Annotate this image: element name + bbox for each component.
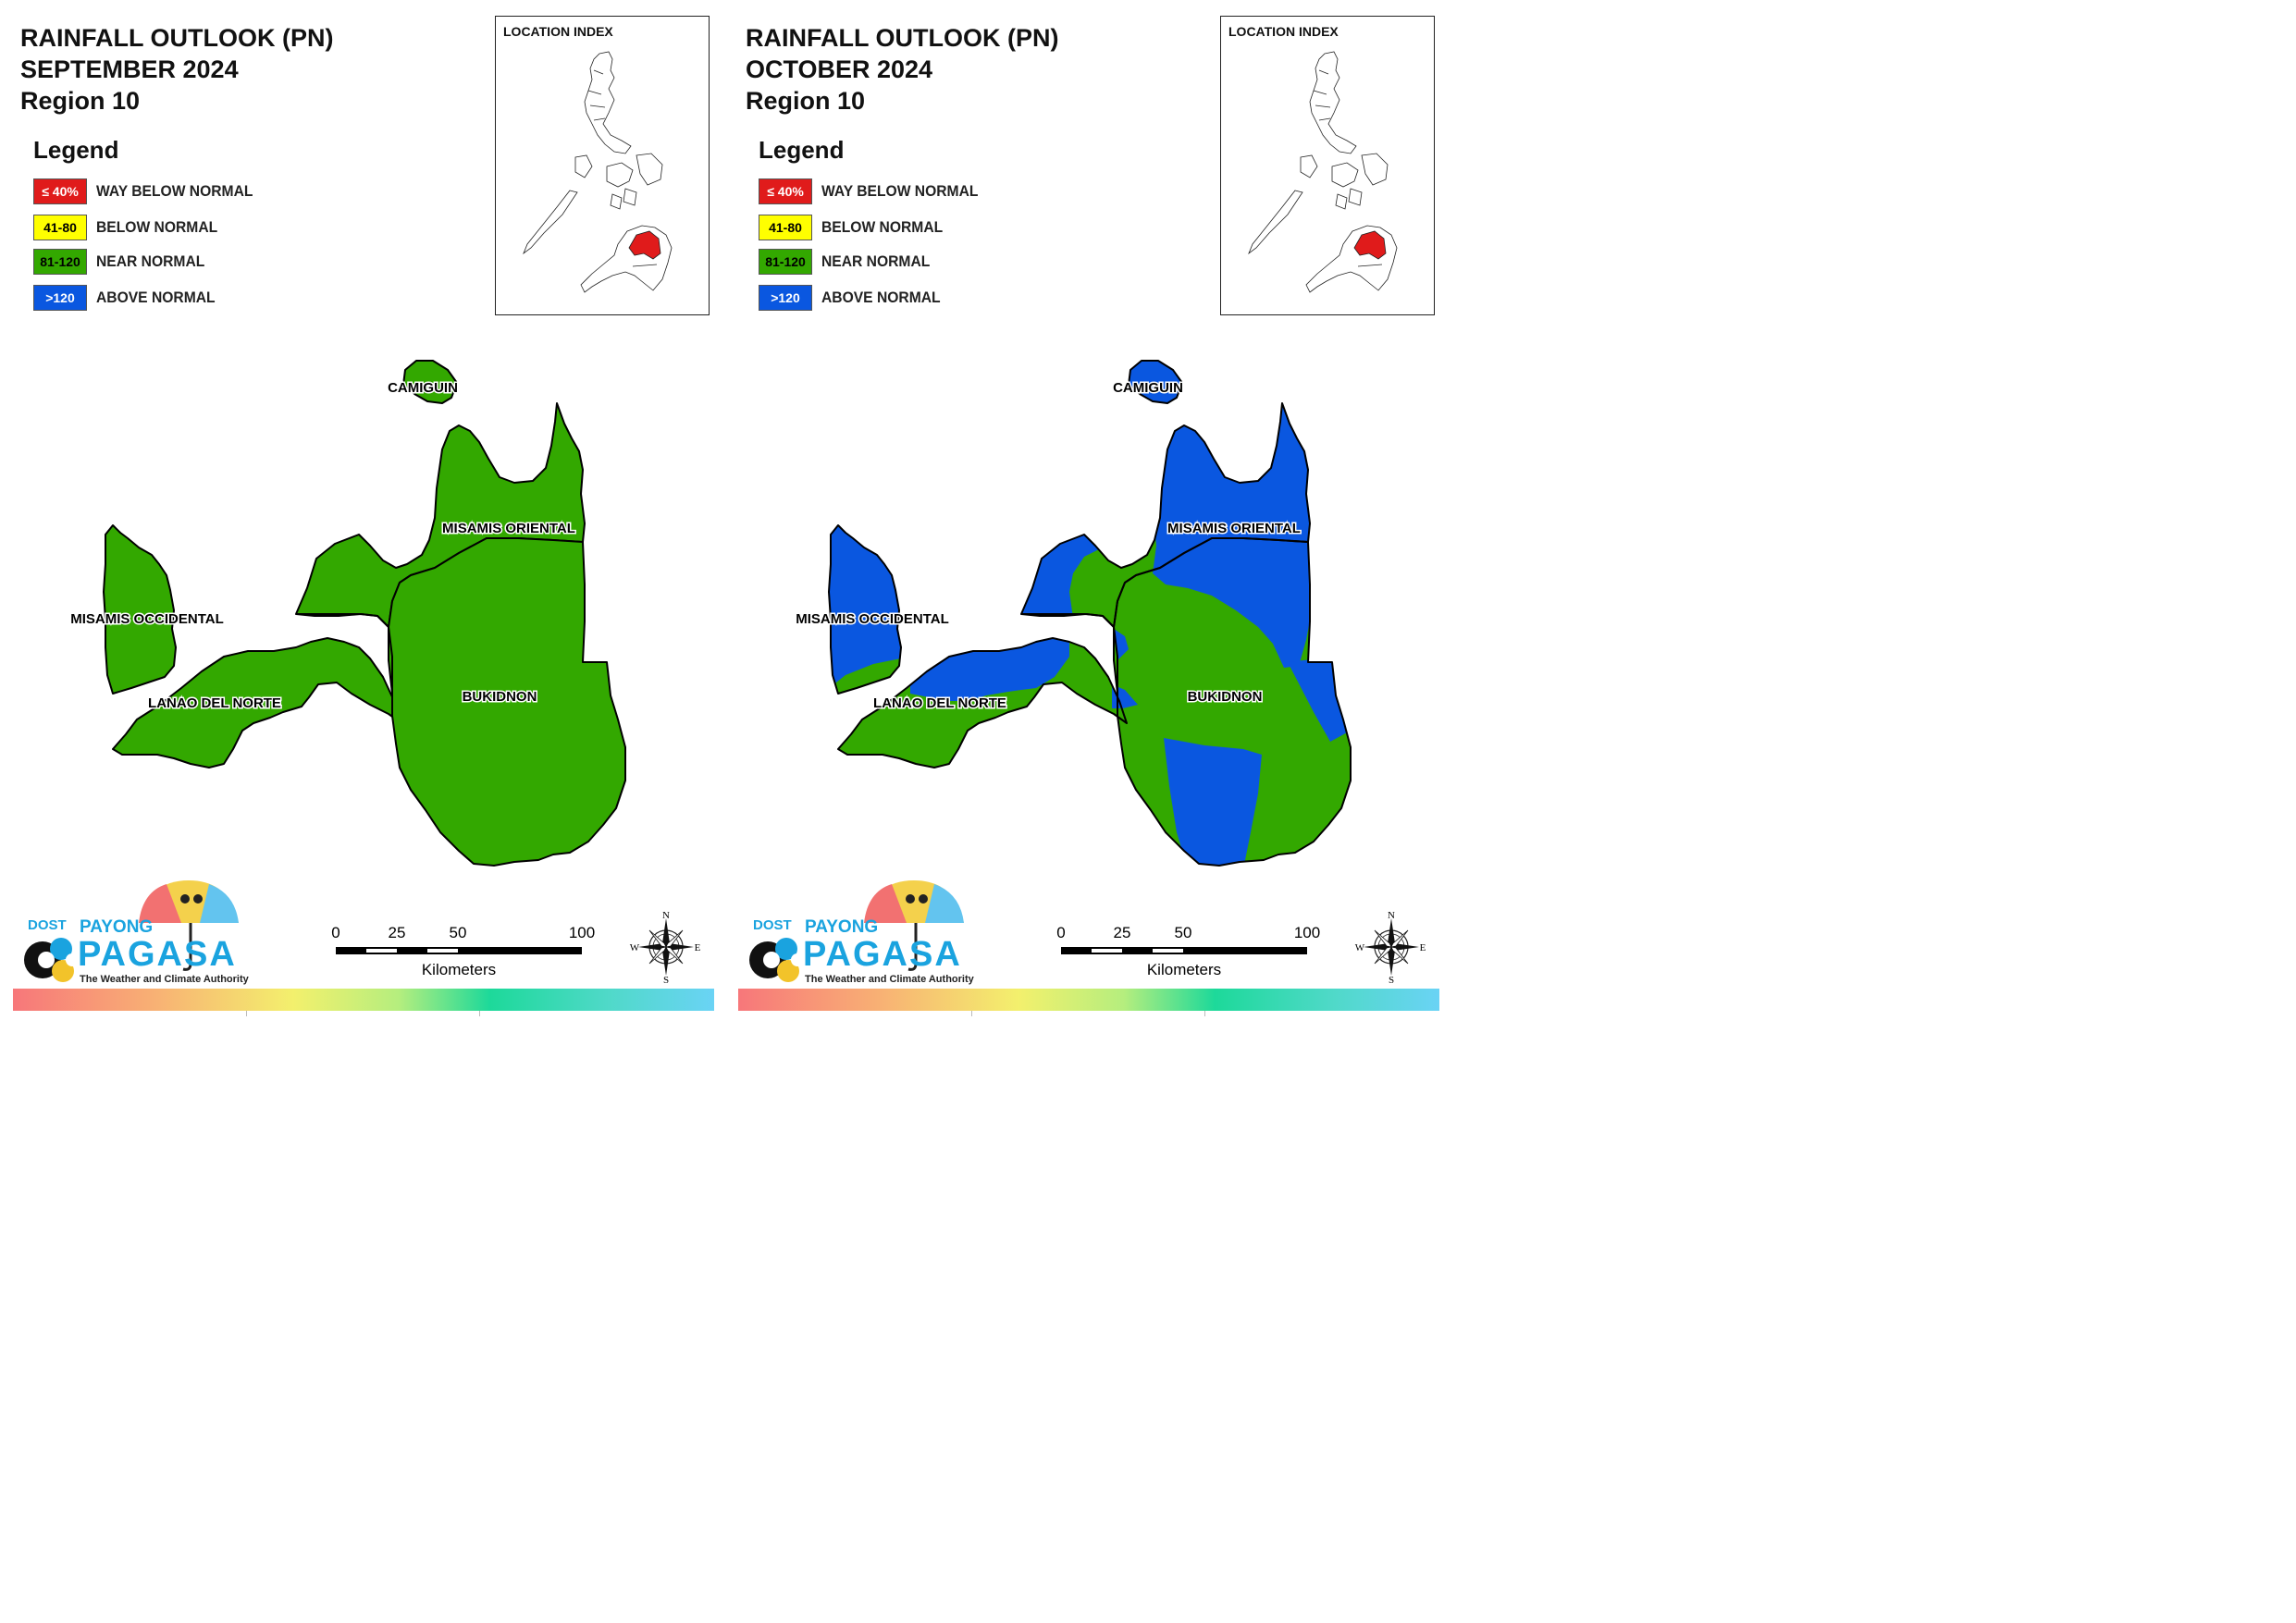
legend-label: WAY BELOW NORMAL <box>96 182 253 200</box>
legend-title: Legend <box>33 136 119 164</box>
legend-swatch: >120 <box>33 285 87 311</box>
camiguin-province <box>402 360 458 404</box>
logo-dost: DOST <box>28 917 67 933</box>
province-label-camiguin: CAMIGUIN <box>388 380 458 396</box>
payong-pagasa-logo: DOST PAYONG PAGASA The Weather and Clima… <box>24 880 250 985</box>
lanao-del-norte-province <box>837 637 1128 768</box>
scale-tick-50: 50 <box>1175 924 1192 941</box>
compass-n: N <box>1388 910 1395 921</box>
bukidnon-province <box>388 537 626 867</box>
scale-tick-25: 25 <box>1114 924 1131 941</box>
above-normal-area-misamis-oriental-west <box>1018 531 1099 631</box>
scale-tick-100: 100 <box>1294 924 1320 941</box>
map-title: RAINFALL OUTLOOK (PN) OCTOBER 2024 Regio… <box>746 24 1059 115</box>
location-index-title: LOCATION INDEX <box>503 24 613 39</box>
scale-tick-100: 100 <box>569 924 595 941</box>
above-normal-area-misamis-oriental-east <box>1151 403 1317 668</box>
province-label-misamis-oriental: MISAMIS ORIENTAL <box>442 521 575 536</box>
location-index-title: LOCATION INDEX <box>1228 24 1339 39</box>
compass-rose-icon: N S W E <box>630 910 701 985</box>
location-index: LOCATION INDEX <box>1220 16 1435 315</box>
scale-unit: Kilometers <box>422 961 496 978</box>
logo-tagline: The Weather and Climate Authority <box>80 974 250 985</box>
panel-october: RAINFALL OUTLOOK (PN) OCTOBER 2024 Regio… <box>725 0 1450 1016</box>
province-label-misamis-occidental: MISAMIS OCCIDENTAL <box>796 611 949 627</box>
compass-w: W <box>1355 942 1365 953</box>
legend-label: NEAR NORMAL <box>96 252 205 270</box>
scale-tick-25: 25 <box>389 924 406 941</box>
footer-tick <box>1204 1011 1205 1016</box>
logo-dost: DOST <box>753 917 792 933</box>
footer-tick <box>246 1011 247 1016</box>
legend-title: Legend <box>759 136 845 164</box>
panel-september: RAINFALL OUTLOOK (PN) SEPTEMBER 2024 Reg… <box>0 0 725 1016</box>
camiguin-province <box>1128 360 1183 404</box>
legend-label: BELOW NORMAL <box>96 218 218 236</box>
lanao-del-norte-province <box>112 637 402 768</box>
payong-pagasa-logo: DOST PAYONG PAGASA The Weather and Clima… <box>749 880 975 985</box>
above-normal-area-bukidnon-south <box>1164 738 1262 866</box>
scale-tick-50: 50 <box>450 924 467 941</box>
compass-w: W <box>630 942 640 953</box>
logo-tagline: The Weather and Climate Authority <box>805 974 975 985</box>
legend-swatch: 81-120 <box>33 249 87 275</box>
legend-swatch: >120 <box>759 285 812 311</box>
province-label-lanao-del-norte: LANAO DEL NORTE <box>148 695 281 711</box>
logo-payong: PAYONG <box>805 917 878 937</box>
footer-gradient-bar <box>13 989 714 1011</box>
legend-swatch: 41-80 <box>759 215 812 240</box>
region-10-map: CAMIGUIN MISAMIS ORIENTAL MISAMIS OCCIDE… <box>795 360 1352 867</box>
philippines-inset-map <box>523 51 673 293</box>
compass-s: S <box>1389 975 1394 985</box>
compass-e: E <box>1420 942 1426 953</box>
philippines-inset-map <box>1248 51 1398 293</box>
logo-pagasa: PAGASA <box>803 935 962 974</box>
logo-pagasa: PAGASA <box>78 935 237 974</box>
province-label-camiguin: CAMIGUIN <box>1113 380 1183 396</box>
scale-tick-0: 0 <box>1056 924 1065 941</box>
province-label-misamis-oriental: MISAMIS ORIENTAL <box>1167 521 1301 536</box>
compass-s: S <box>663 975 669 985</box>
region-10-map: CAMIGUIN MISAMIS ORIENTAL MISAMIS OCCIDE… <box>69 360 626 867</box>
legend-swatch: 41-80 <box>33 215 87 240</box>
map-title: RAINFALL OUTLOOK (PN) SEPTEMBER 2024 Reg… <box>20 24 334 115</box>
legend-label: ABOVE NORMAL <box>821 289 941 306</box>
legend-label: NEAR NORMAL <box>821 252 931 270</box>
compass-e: E <box>695 942 701 953</box>
scale-bar: 0 25 50 100 Kilometers <box>331 924 595 978</box>
province-label-misamis-occidental: MISAMIS OCCIDENTAL <box>70 611 224 627</box>
scale-tick-0: 0 <box>331 924 339 941</box>
above-normal-area-lanao-del-norte <box>910 631 1069 701</box>
bukidnon-province <box>1113 537 1352 867</box>
legend-label: ABOVE NORMAL <box>96 289 216 306</box>
misamis-occidental-province <box>103 524 177 695</box>
scale-unit: Kilometers <box>1147 961 1221 978</box>
footer-tick <box>479 1011 480 1016</box>
province-label-bukidnon: BUKIDNON <box>463 689 537 705</box>
logo-payong: PAYONG <box>80 917 153 937</box>
legend-swatch: ≤ 40% <box>33 178 87 204</box>
compass-rose-icon: N S W E <box>1355 910 1426 985</box>
footer-gradient-bar <box>738 989 1439 1011</box>
location-index: LOCATION INDEX <box>495 16 710 315</box>
misamis-occidental-province <box>828 524 902 695</box>
footer-tick <box>971 1011 972 1016</box>
province-label-bukidnon: BUKIDNON <box>1188 689 1263 705</box>
legend-label: BELOW NORMAL <box>821 218 944 236</box>
legend-swatch: 81-120 <box>759 249 812 275</box>
compass-n: N <box>662 910 670 921</box>
legend-swatch: ≤ 40% <box>759 178 812 204</box>
scale-bar: 0 25 50 100 Kilometers <box>1056 924 1320 978</box>
legend-label: WAY BELOW NORMAL <box>821 182 979 200</box>
province-label-lanao-del-norte: LANAO DEL NORTE <box>873 695 1006 711</box>
